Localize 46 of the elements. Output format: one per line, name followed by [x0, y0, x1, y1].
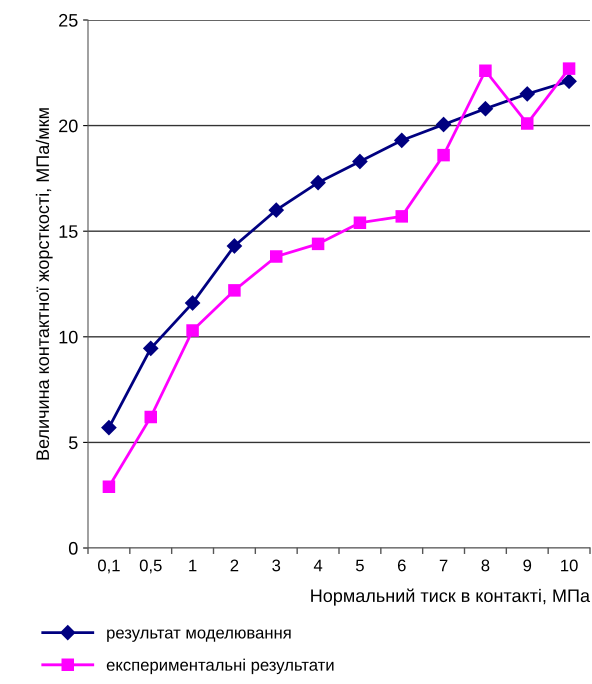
- point: [312, 238, 324, 250]
- legend-label: експериментальні результати: [106, 658, 334, 674]
- y-tick-label: 25: [59, 14, 78, 27]
- point: [479, 64, 492, 77]
- x-tick-label: 6: [398, 560, 406, 572]
- point: [436, 116, 452, 132]
- x-tick-label: 8: [482, 560, 490, 572]
- point: [228, 284, 241, 297]
- x-tick-label: 0,5: [140, 560, 162, 574]
- x-tick-label: 1: [189, 560, 196, 572]
- point: [562, 74, 577, 89]
- x-tick-label: 2: [230, 560, 238, 572]
- y-tick-label: 10: [60, 330, 78, 344]
- point: [144, 410, 157, 424]
- point: [268, 202, 284, 218]
- y-tick-label: 0: [68, 542, 78, 555]
- x-tick-label: 3: [272, 560, 280, 572]
- y-tick-label: 15: [60, 225, 78, 238]
- y-axis-title: Величина контактної жорсткості, МПа/мкм: [36, 108, 53, 460]
- y-tick-label: 5: [68, 436, 78, 450]
- x-axis-title: Нормальний тиск в контакті, МПа: [311, 588, 590, 606]
- point: [478, 101, 493, 116]
- x-tick-label: 5: [356, 560, 364, 572]
- point: [354, 216, 366, 229]
- point: [186, 324, 199, 337]
- point: [521, 117, 534, 130]
- point: [101, 420, 116, 436]
- point: [352, 154, 368, 170]
- point: [185, 295, 200, 311]
- point: [396, 210, 408, 223]
- point: [226, 238, 242, 254]
- x-tick-label: 9: [523, 560, 532, 572]
- point: [562, 62, 576, 75]
- x-tick-label: 4: [314, 560, 322, 572]
- x-tick-label: 0,1: [98, 560, 120, 574]
- point: [143, 340, 158, 356]
- x-tick-label: 7: [440, 560, 448, 572]
- point: [102, 480, 116, 493]
- legend-label: результат моделювання: [107, 629, 291, 642]
- x-tick-label: 10: [561, 560, 578, 572]
- point: [270, 250, 282, 263]
- point: [437, 148, 450, 162]
- point: [310, 175, 326, 190]
- point: [394, 132, 410, 148]
- y-tick-label: 20: [59, 120, 78, 132]
- point: [520, 86, 535, 102]
